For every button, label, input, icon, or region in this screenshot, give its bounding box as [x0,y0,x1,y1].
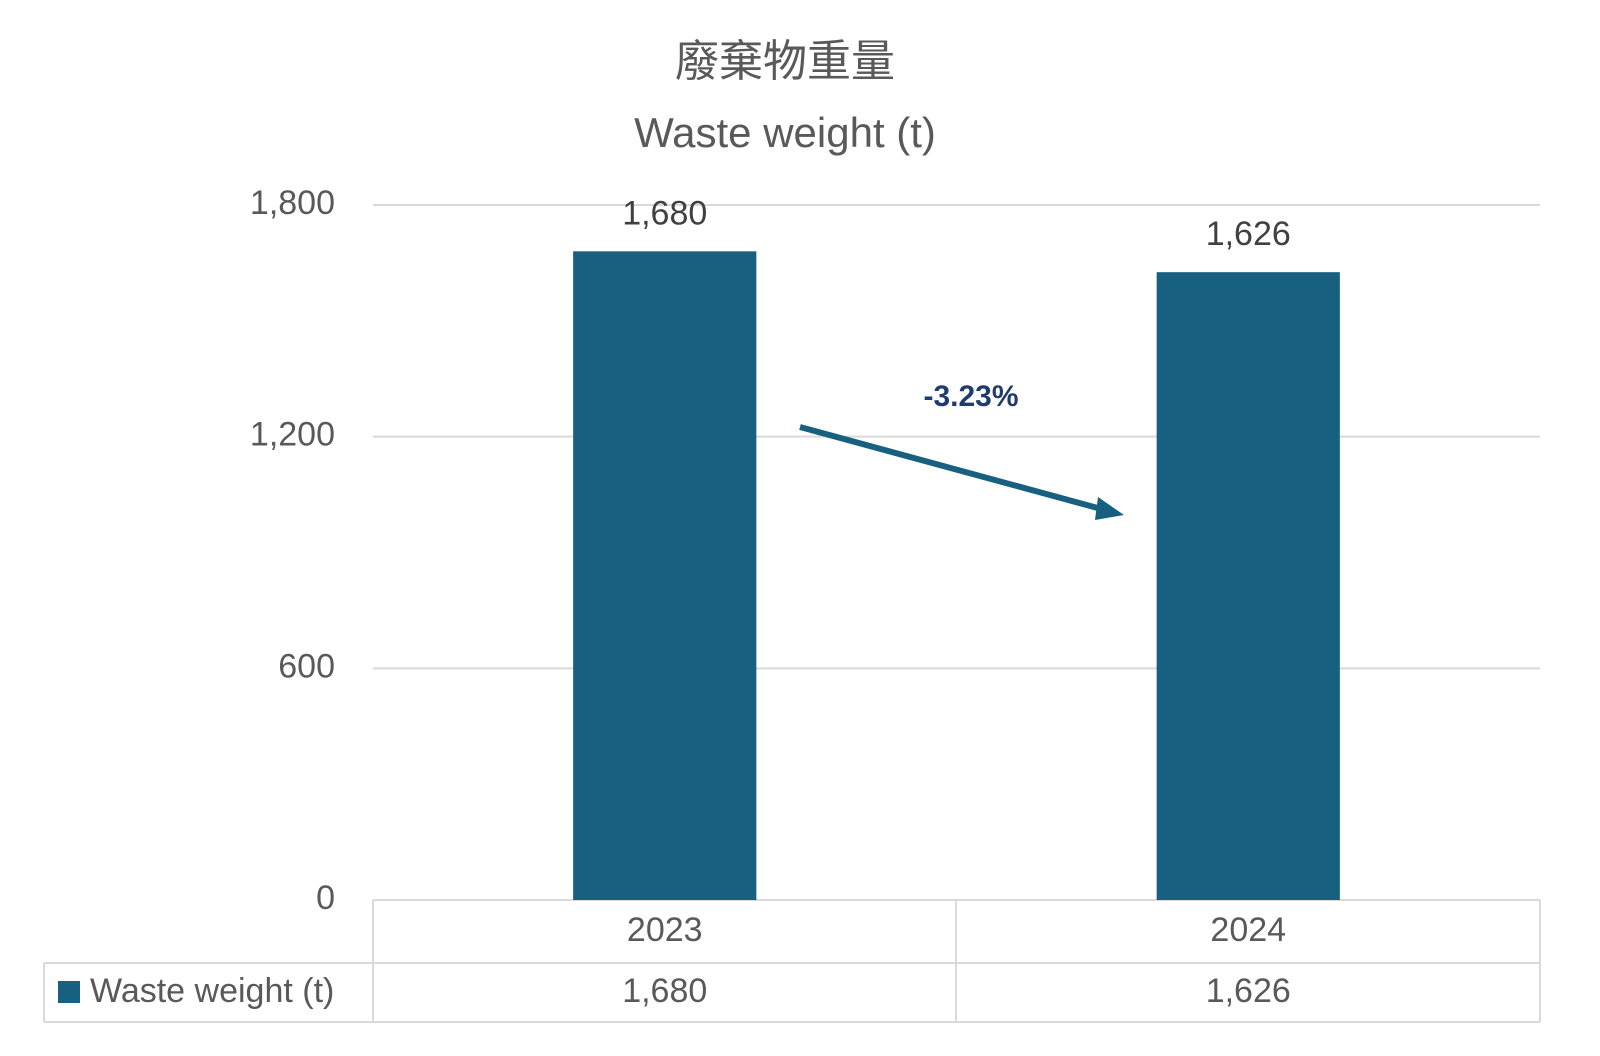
legend-label: Waste weight (t) [90,972,334,1010]
annotation: -3.23% [923,380,1018,413]
data-table-frame [43,899,1541,1023]
y-tick-label: 600 [278,647,335,685]
trend-arrow [799,424,1124,520]
arrow-head [1095,497,1124,520]
arrow-shaft [799,424,1106,513]
x-tick-label: 2024 [1210,911,1286,949]
value-label: 1,680 [622,194,707,232]
y-tick-label: 0 [316,879,335,917]
chart-subtitle: Waste weight (t) [634,109,936,156]
bar [1156,272,1340,900]
bar [573,251,757,901]
y-tick-label: 1,800 [250,184,335,222]
chart-title: 廢棄物重量 [675,36,895,87]
table-value: 1,680 [622,972,707,1010]
x-tick-label: 2023 [627,911,703,949]
y-tick-label: 1,200 [250,416,335,454]
legend-swatch [58,981,80,1003]
value-label: 1,626 [1206,215,1291,253]
table-value: 1,626 [1206,972,1291,1010]
